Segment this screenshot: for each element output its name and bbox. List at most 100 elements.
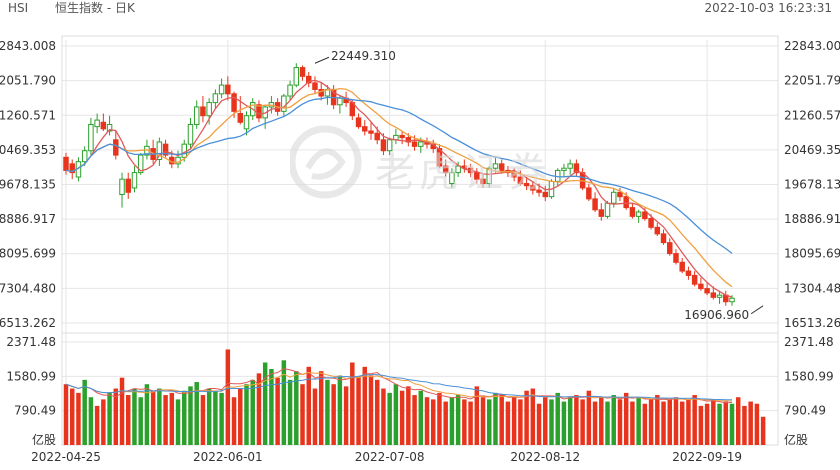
volume-bar <box>225 349 231 445</box>
volume-bar <box>275 377 280 445</box>
candle-body <box>635 211 642 217</box>
price-tick-label-left: 22051.790 <box>0 74 56 88</box>
volume-bar <box>182 390 187 445</box>
volume-bar <box>530 388 536 445</box>
ma-line-ma20 <box>65 96 733 254</box>
volume-bar <box>281 360 287 445</box>
volume-bar <box>250 379 255 445</box>
volume-bar <box>331 384 336 445</box>
volume-bar <box>256 373 262 445</box>
candle-body <box>69 163 75 174</box>
chart-frame <box>61 35 779 446</box>
volume-bar <box>586 390 592 445</box>
candle-body <box>337 97 343 106</box>
candle-body <box>698 283 704 290</box>
chart-name-label: 恒生指数 - 日K <box>55 1 135 15</box>
volume-bar <box>175 399 181 445</box>
volume-bar <box>113 388 119 445</box>
candle-body <box>212 93 219 104</box>
volume-bar <box>206 388 212 445</box>
date-tick-label: 2022-07-08 <box>355 450 425 464</box>
candle-body <box>181 143 188 158</box>
candle-body <box>399 134 405 139</box>
volume-bar <box>119 377 125 445</box>
volume-bar <box>294 371 299 445</box>
volume-bar <box>686 399 691 445</box>
candle-body <box>716 294 723 298</box>
annotation-low-label: 16906.960 <box>684 308 749 322</box>
volume-bar <box>132 388 137 445</box>
candle-body <box>610 191 617 204</box>
volume-bar <box>101 399 106 445</box>
symbol-label: HSI <box>8 1 29 15</box>
volume-bar <box>760 416 766 445</box>
volume-bar <box>312 388 318 445</box>
price-tick-label-left: 19678.135 <box>0 178 56 192</box>
candle-body <box>648 218 654 228</box>
candle-body <box>729 297 735 303</box>
volume-bar <box>468 401 473 445</box>
volume-bar <box>356 377 361 445</box>
candle-body <box>374 132 380 141</box>
candle-body <box>523 183 530 187</box>
candle-body <box>567 163 573 169</box>
candle-body <box>368 130 374 134</box>
volume-bar <box>449 397 455 445</box>
candle-body <box>237 113 244 123</box>
candle-body <box>156 141 163 160</box>
volume-bar <box>306 366 311 445</box>
candle-body <box>667 242 673 255</box>
volume-bar <box>592 401 598 445</box>
candle-body <box>100 121 107 130</box>
candle-body <box>380 139 387 152</box>
candle-body <box>573 163 580 174</box>
annotation-high-label: 22449.310 <box>331 49 396 63</box>
candle-body <box>106 123 113 132</box>
volume-bar <box>188 386 193 445</box>
volume-bar <box>561 401 567 445</box>
volume-bar <box>443 401 448 445</box>
volume-bar <box>599 397 604 445</box>
candle-body <box>492 163 499 169</box>
volume-bar <box>474 386 480 445</box>
volume-bar <box>623 392 629 445</box>
candle-body <box>200 106 206 117</box>
volume-bar <box>343 386 349 445</box>
price-tick-label-right: 21260.571 <box>784 108 840 122</box>
volume-bar <box>567 397 573 445</box>
volume-unit-label-left: 亿股 <box>32 432 56 447</box>
candle-body <box>617 191 623 198</box>
price-tick-label-right: 17304.480 <box>784 281 840 295</box>
candle-body <box>691 274 698 285</box>
price-tick-label-right: 16513.262 <box>784 316 840 330</box>
candle-body <box>592 198 598 211</box>
candle-body <box>299 67 306 77</box>
volume-bar <box>574 395 579 445</box>
price-tick-label-right: 19678.135 <box>784 178 840 192</box>
volume-tick-label-left: 790.49 <box>14 404 56 418</box>
volume-bar <box>269 368 274 445</box>
volume-bar <box>94 405 100 445</box>
price-tick-label-left: 16513.262 <box>0 316 56 330</box>
candle-body <box>218 84 225 95</box>
annotation-leader <box>314 56 330 64</box>
volume-tick-label-right: 2371.48 <box>784 335 834 349</box>
candle-body <box>125 178 131 193</box>
volume-bar <box>63 384 69 445</box>
volume-bar <box>418 390 424 445</box>
date-tick-label: 2022-04-25 <box>31 450 101 464</box>
volume-bar <box>754 403 760 445</box>
volume-bar <box>368 375 374 445</box>
volume-bar <box>704 403 710 445</box>
candle-body <box>455 165 461 174</box>
price-tick-label-left: 22843.008 <box>0 39 56 53</box>
candle-body <box>119 178 125 195</box>
candle-body <box>386 139 393 152</box>
candle-body <box>517 176 524 185</box>
volume-bar <box>655 395 660 445</box>
candle-body <box>660 233 667 244</box>
volume-bar <box>213 390 218 445</box>
volume-bar <box>630 401 635 445</box>
volume-tick-label-left: 2371.48 <box>6 335 56 349</box>
volume-unit-label-right: 亿股 <box>784 432 808 447</box>
